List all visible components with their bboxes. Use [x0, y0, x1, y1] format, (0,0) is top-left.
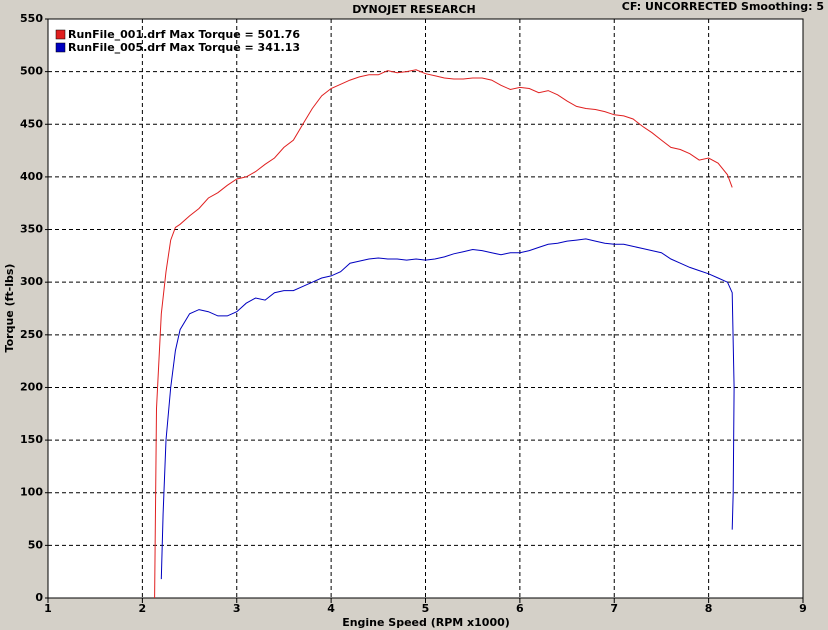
- x-tick-label: 5: [422, 602, 430, 615]
- y-tick-label: 450: [20, 117, 43, 130]
- y-tick-label: 400: [20, 170, 43, 183]
- y-tick-label: 550: [20, 12, 43, 25]
- header-right: CF: UNCORRECTED Smoothing: 5: [622, 0, 824, 13]
- x-tick-label: 3: [233, 602, 241, 615]
- y-tick-label: 250: [20, 328, 43, 341]
- x-tick-label: 2: [139, 602, 147, 615]
- legend-label: RunFile_005.drf Max Torque = 341.13: [68, 41, 300, 54]
- y-tick-label: 100: [20, 486, 43, 499]
- y-tick-label: 350: [20, 223, 43, 236]
- legend-label: RunFile_001.drf Max Torque = 501.76: [68, 28, 300, 41]
- y-tick-label: 0: [35, 591, 43, 604]
- y-axis-label: Torque (ft-lbs): [3, 264, 16, 353]
- x-tick-label: 8: [705, 602, 713, 615]
- x-axis-label: Engine Speed (RPM x1000): [342, 616, 510, 629]
- x-tick-label: 4: [327, 602, 335, 615]
- chart-title: DYNOJET RESEARCH: [352, 3, 475, 16]
- y-tick-label: 200: [20, 380, 43, 393]
- y-tick-label: 150: [20, 433, 43, 446]
- x-tick-label: 7: [610, 602, 618, 615]
- y-tick-label: 500: [20, 65, 43, 78]
- torque-line: [154, 69, 733, 599]
- legend-swatch: [55, 29, 66, 40]
- x-tick-label: 6: [516, 602, 524, 615]
- y-tick-label: 300: [20, 275, 43, 288]
- y-tick-label: 50: [28, 538, 44, 551]
- x-tick-label: 9: [799, 602, 807, 615]
- legend-swatch: [55, 42, 66, 53]
- x-tick-label: 1: [44, 602, 52, 615]
- torque-line: [160, 238, 735, 580]
